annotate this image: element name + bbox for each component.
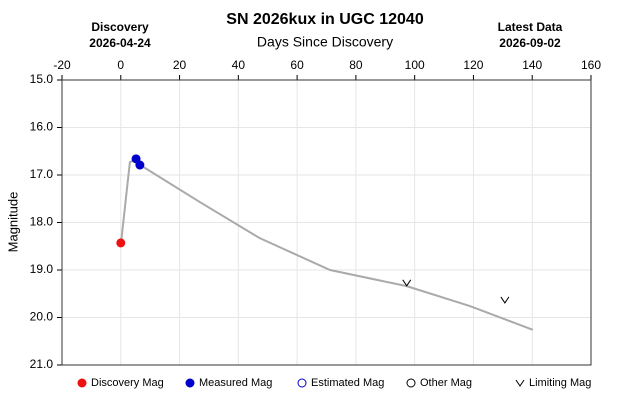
legend-label: Limiting Mag	[529, 377, 591, 389]
x-axis-label: Days Since Discovery	[257, 34, 393, 50]
y-tick-label: 15.0	[30, 72, 54, 86]
point	[116, 238, 126, 248]
limit-marker	[500, 296, 510, 304]
light-curve	[120, 159, 534, 331]
x-tick-label: -20	[53, 58, 71, 72]
legend-label: Measured Mag	[199, 377, 272, 389]
x-tick-label: 160	[581, 58, 601, 72]
discovery-label: Discovery	[91, 20, 149, 34]
y-tick-label: 16.0	[30, 120, 54, 134]
legend-marker	[185, 378, 195, 388]
y-axis-label: Magnitude	[5, 192, 20, 253]
latest-date: 2026-09-02	[499, 36, 561, 50]
limit-marker	[402, 279, 412, 287]
legend-label: Discovery Mag	[91, 377, 164, 389]
x-tick-label: 20	[173, 58, 187, 72]
legend-marker	[77, 378, 87, 388]
legend-label: Other Mag	[420, 377, 472, 389]
x-tick-label: 0	[117, 58, 124, 72]
y-tick-label: 17.0	[30, 167, 54, 181]
x-tick-label: 140	[522, 58, 542, 72]
x-tick-label: 100	[405, 58, 425, 72]
legend-marker	[515, 379, 525, 387]
y-tick-label: 18.0	[30, 215, 54, 229]
point	[135, 160, 145, 170]
y-tick-label: 21.0	[30, 357, 54, 371]
chart-title: SN 2026kux in UGC 12040	[226, 11, 424, 28]
plot-frame	[61, 79, 592, 366]
x-tick-label: 80	[349, 58, 363, 72]
legend-label: Estimated Mag	[311, 377, 384, 389]
x-tick-label: 120	[463, 58, 483, 72]
y-tick-label: 19.0	[30, 262, 54, 276]
discovery-date: 2026-04-24	[89, 36, 151, 50]
y-tick-label: 20.0	[30, 310, 54, 324]
latest-label: Latest Data	[498, 20, 563, 34]
legend-marker	[406, 378, 416, 388]
legend-marker	[297, 378, 307, 388]
x-tick-label: 40	[232, 58, 246, 72]
x-tick-label: 60	[290, 58, 304, 72]
